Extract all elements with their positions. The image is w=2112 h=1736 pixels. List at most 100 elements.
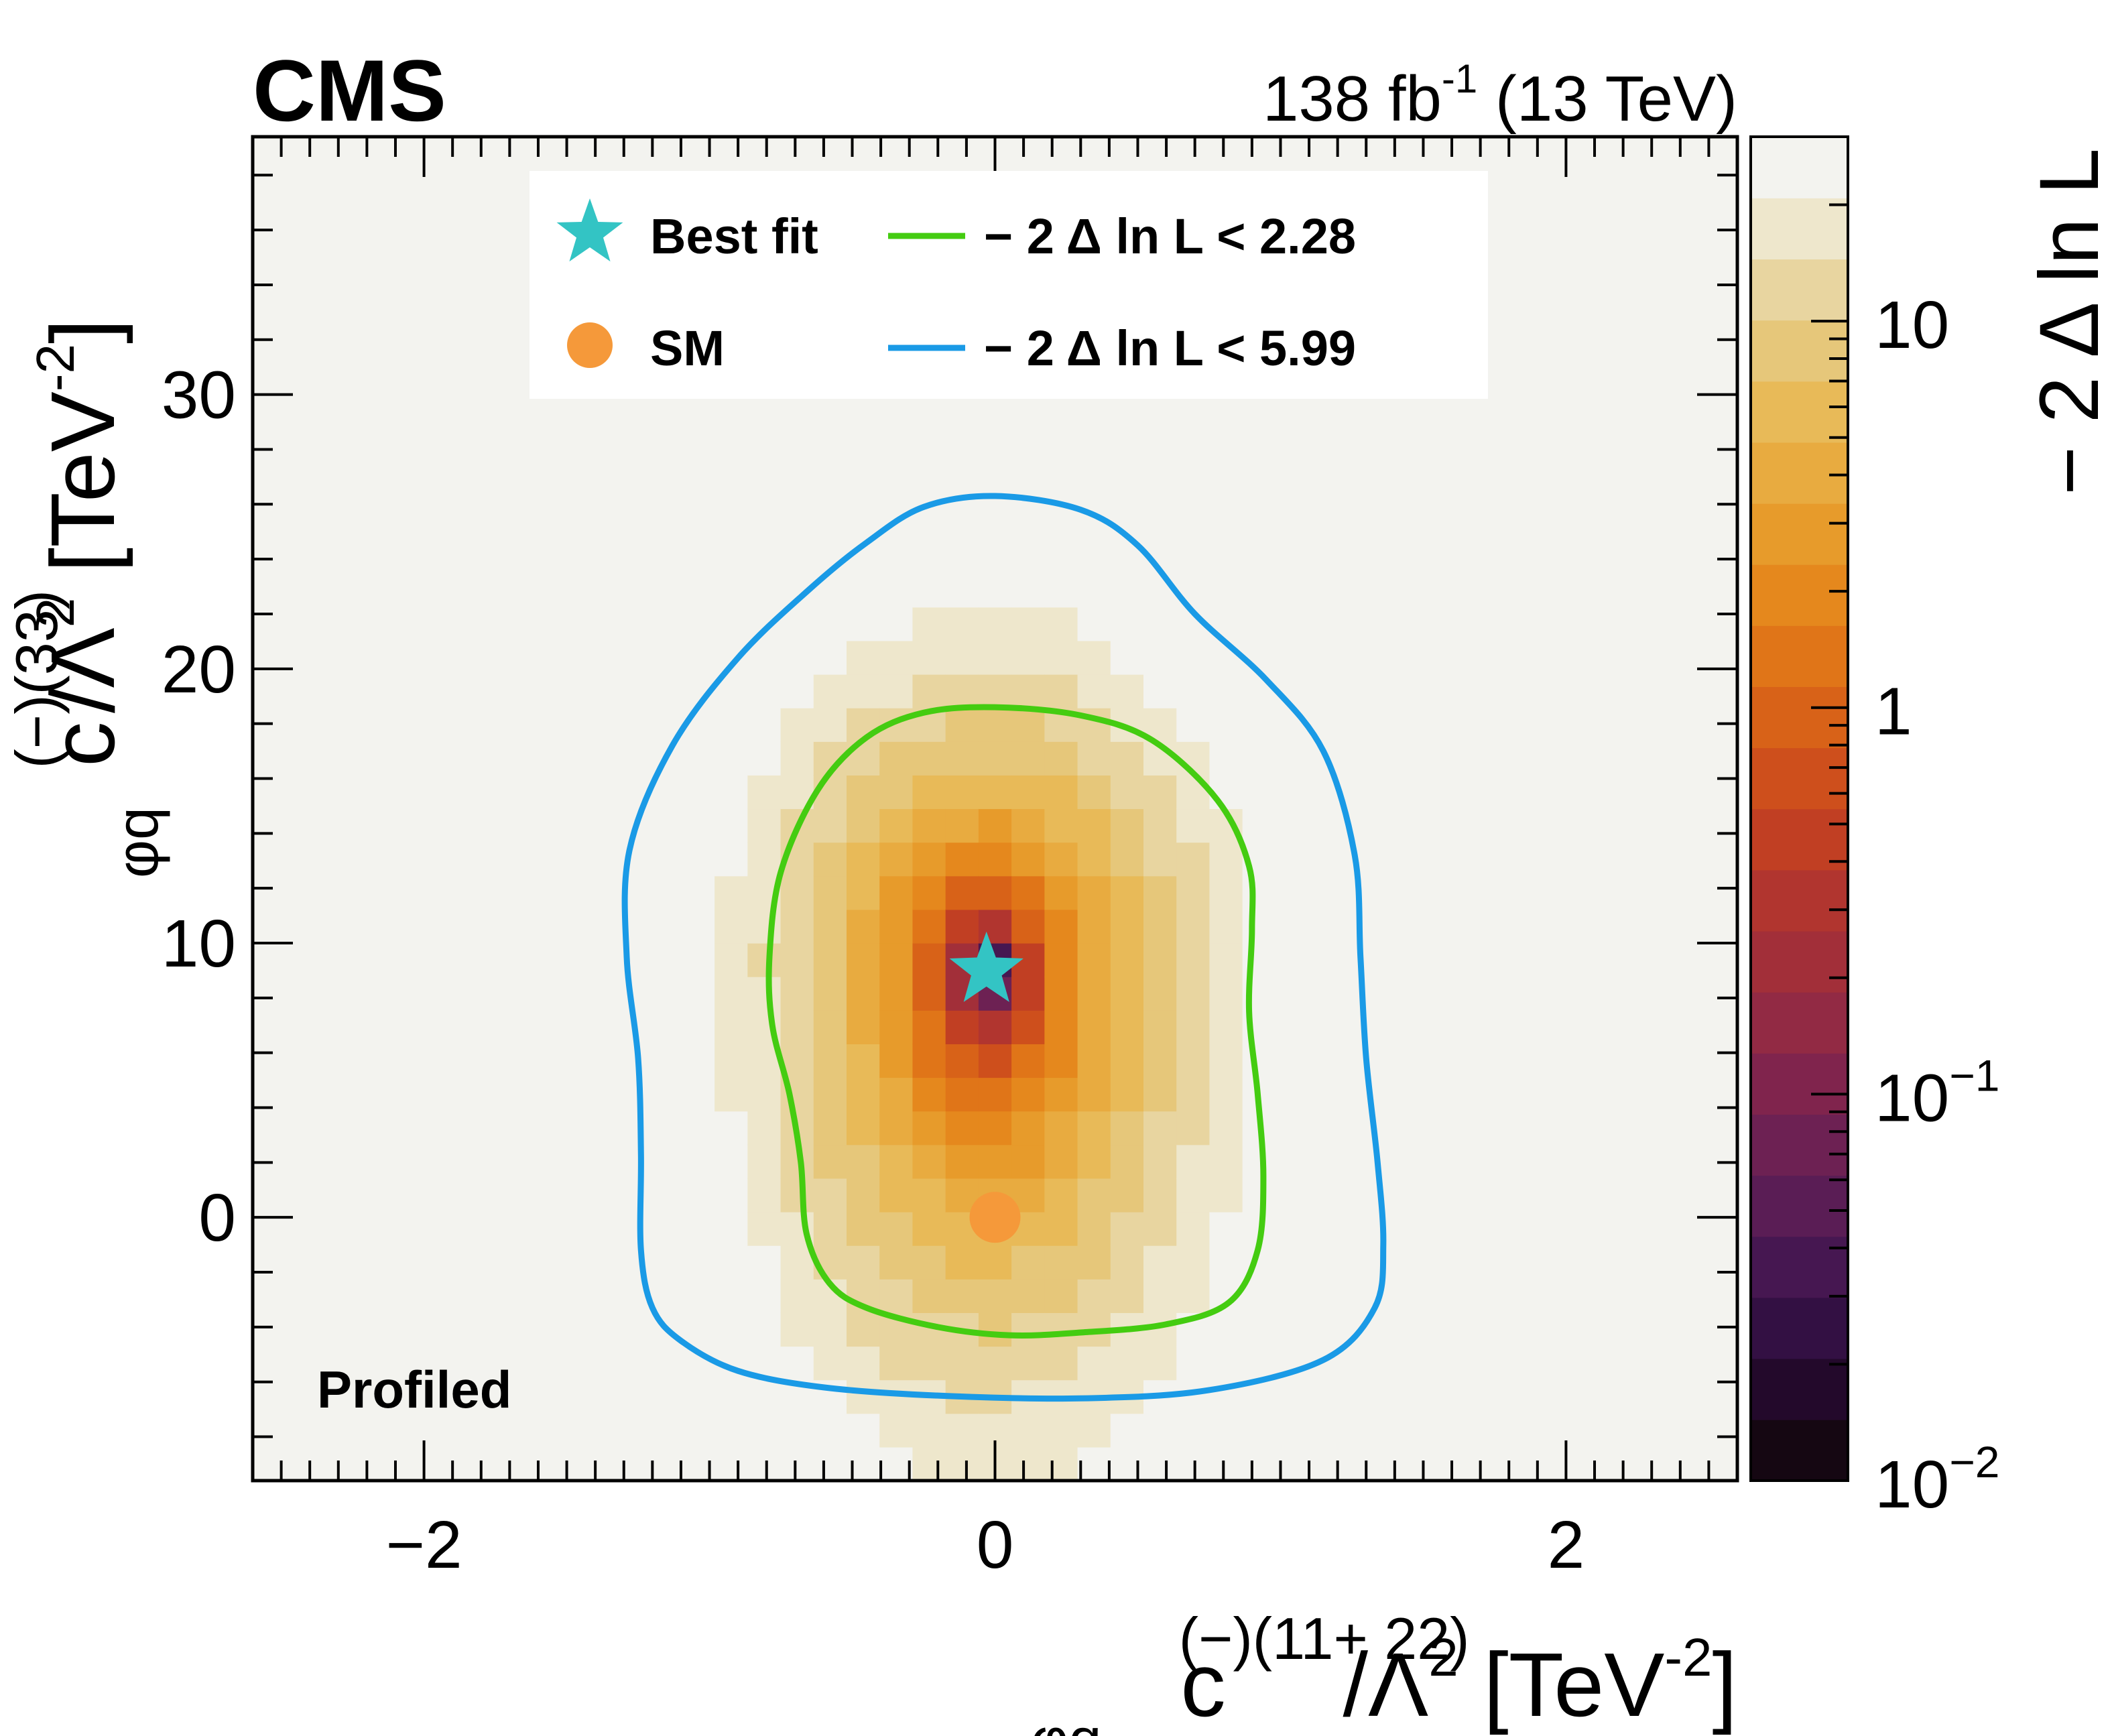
heatmap-bin	[1506, 540, 1540, 574]
heatmap-bin	[582, 1245, 617, 1280]
y-tick-label: 10	[162, 906, 236, 981]
heatmap-bin	[879, 1279, 914, 1313]
heatmap-bin	[1176, 977, 1210, 1011]
heatmap-bin	[1209, 1178, 1243, 1213]
heatmap-bin	[1407, 439, 1441, 473]
heatmap-bin	[945, 741, 979, 776]
heatmap-bin	[1473, 1044, 1507, 1078]
heatmap-bin	[747, 439, 782, 473]
heatmap-bin	[1572, 237, 1606, 272]
heatmap-bin	[1242, 573, 1276, 608]
heatmap-bin	[945, 1010, 979, 1044]
heatmap-bin	[1341, 506, 1375, 541]
heatmap-bin	[1143, 1446, 1177, 1481]
heatmap-bin	[1671, 304, 1705, 339]
heatmap-bin	[1143, 842, 1177, 877]
heatmap-bin	[1011, 1279, 1045, 1313]
heatmap-bin	[1275, 808, 1309, 843]
heatmap-bin	[1308, 943, 1342, 977]
heatmap-bin	[1044, 573, 1078, 608]
heatmap-bin	[1407, 1279, 1441, 1313]
heatmap-bin	[879, 674, 914, 708]
heatmap-bin	[582, 1178, 617, 1213]
heatmap-bin	[1275, 406, 1309, 440]
heatmap-bin	[945, 1446, 979, 1481]
heatmap-bin	[1638, 607, 1672, 641]
heatmap-bin	[780, 506, 814, 541]
heatmap-bin	[1308, 473, 1342, 507]
heatmap-bin	[1275, 506, 1309, 541]
heatmap-bin	[1605, 1212, 1639, 1246]
heatmap-bin	[747, 1446, 782, 1481]
heatmap-bin	[1011, 674, 1045, 708]
heatmap-bin	[1539, 1144, 1573, 1179]
heatmap-bin	[912, 909, 946, 944]
heatmap-bin	[1143, 473, 1177, 507]
heatmap-bin	[318, 1279, 353, 1313]
heatmap-bin	[1440, 741, 1474, 776]
heatmap-bin	[318, 741, 353, 776]
heatmap-bin	[1704, 573, 1738, 608]
heatmap-bin	[1308, 808, 1342, 843]
heatmap-bin	[418, 573, 451, 608]
heatmap-bin	[1704, 540, 1738, 574]
heatmap-bin	[879, 473, 914, 507]
colorbar-segment	[1751, 991, 1848, 1054]
heatmap-bin	[483, 540, 517, 574]
heatmap-bin	[715, 842, 748, 877]
heatmap-bin	[681, 640, 715, 675]
heatmap-bin	[747, 506, 782, 541]
heatmap-bin	[715, 1446, 748, 1481]
heatmap-bin	[1341, 708, 1375, 742]
heatmap-bin	[780, 1245, 814, 1280]
heatmap-bin	[550, 909, 583, 944]
heatmap-bin	[1440, 674, 1474, 708]
heatmap-bin	[516, 1144, 550, 1179]
heatmap-bin	[318, 1111, 353, 1145]
y-axis-ticks: 0 10 20 30	[162, 174, 1737, 1438]
legend: Best fit − 2 Δ ln L < 2.28 SM − 2 Δ ln L…	[530, 171, 1488, 399]
heatmap-bin	[1473, 607, 1507, 641]
heatmap-bin	[582, 741, 617, 776]
heatmap-bin	[1110, 943, 1144, 977]
heatmap-bin	[1143, 875, 1177, 910]
heatmap-bin	[1176, 1446, 1210, 1481]
heatmap-bin	[1605, 338, 1639, 373]
heatmap-bin	[1143, 406, 1177, 440]
heatmap-bin	[1671, 1111, 1705, 1145]
heatmap-bin	[253, 1346, 286, 1381]
heatmap-bin	[813, 607, 847, 641]
heatmap-bin	[1209, 875, 1243, 910]
heatmap-bin	[450, 540, 485, 574]
heatmap-bin	[1473, 506, 1507, 541]
heatmap-bin	[1506, 977, 1540, 1011]
heatmap-bin	[1044, 640, 1078, 675]
heatmap-bin	[1572, 371, 1606, 406]
heatmap-bin	[253, 1077, 286, 1112]
heatmap-bin	[1308, 1178, 1342, 1213]
heatmap-bin	[384, 875, 418, 910]
heatmap-bin	[1044, 842, 1078, 877]
heatmap-bin	[1572, 909, 1606, 944]
heatmap-bin	[1011, 741, 1045, 776]
heatmap-bin	[351, 506, 385, 541]
heatmap-bin	[1044, 506, 1078, 541]
heatmap-bin	[1704, 1044, 1738, 1078]
heatmap-bin	[747, 473, 782, 507]
heatmap-bin	[286, 1178, 320, 1213]
heatmap-bin	[318, 1312, 353, 1347]
heatmap-bin	[1605, 204, 1639, 238]
heatmap-bin	[1143, 1245, 1177, 1280]
heatmap-bin	[1407, 406, 1441, 440]
heatmap-bin	[681, 607, 715, 641]
heatmap-bin	[550, 573, 583, 608]
heatmap-bin	[1176, 1044, 1210, 1078]
heatmap-bin	[550, 1212, 583, 1246]
heatmap-bin	[1572, 573, 1606, 608]
heatmap-bin	[1407, 506, 1441, 541]
heatmap-bin	[1077, 473, 1111, 507]
heatmap-bin	[1704, 1010, 1738, 1044]
heatmap-bin	[1242, 909, 1276, 944]
heatmap-bin	[747, 1212, 782, 1246]
heatmap-bin	[384, 1144, 418, 1179]
